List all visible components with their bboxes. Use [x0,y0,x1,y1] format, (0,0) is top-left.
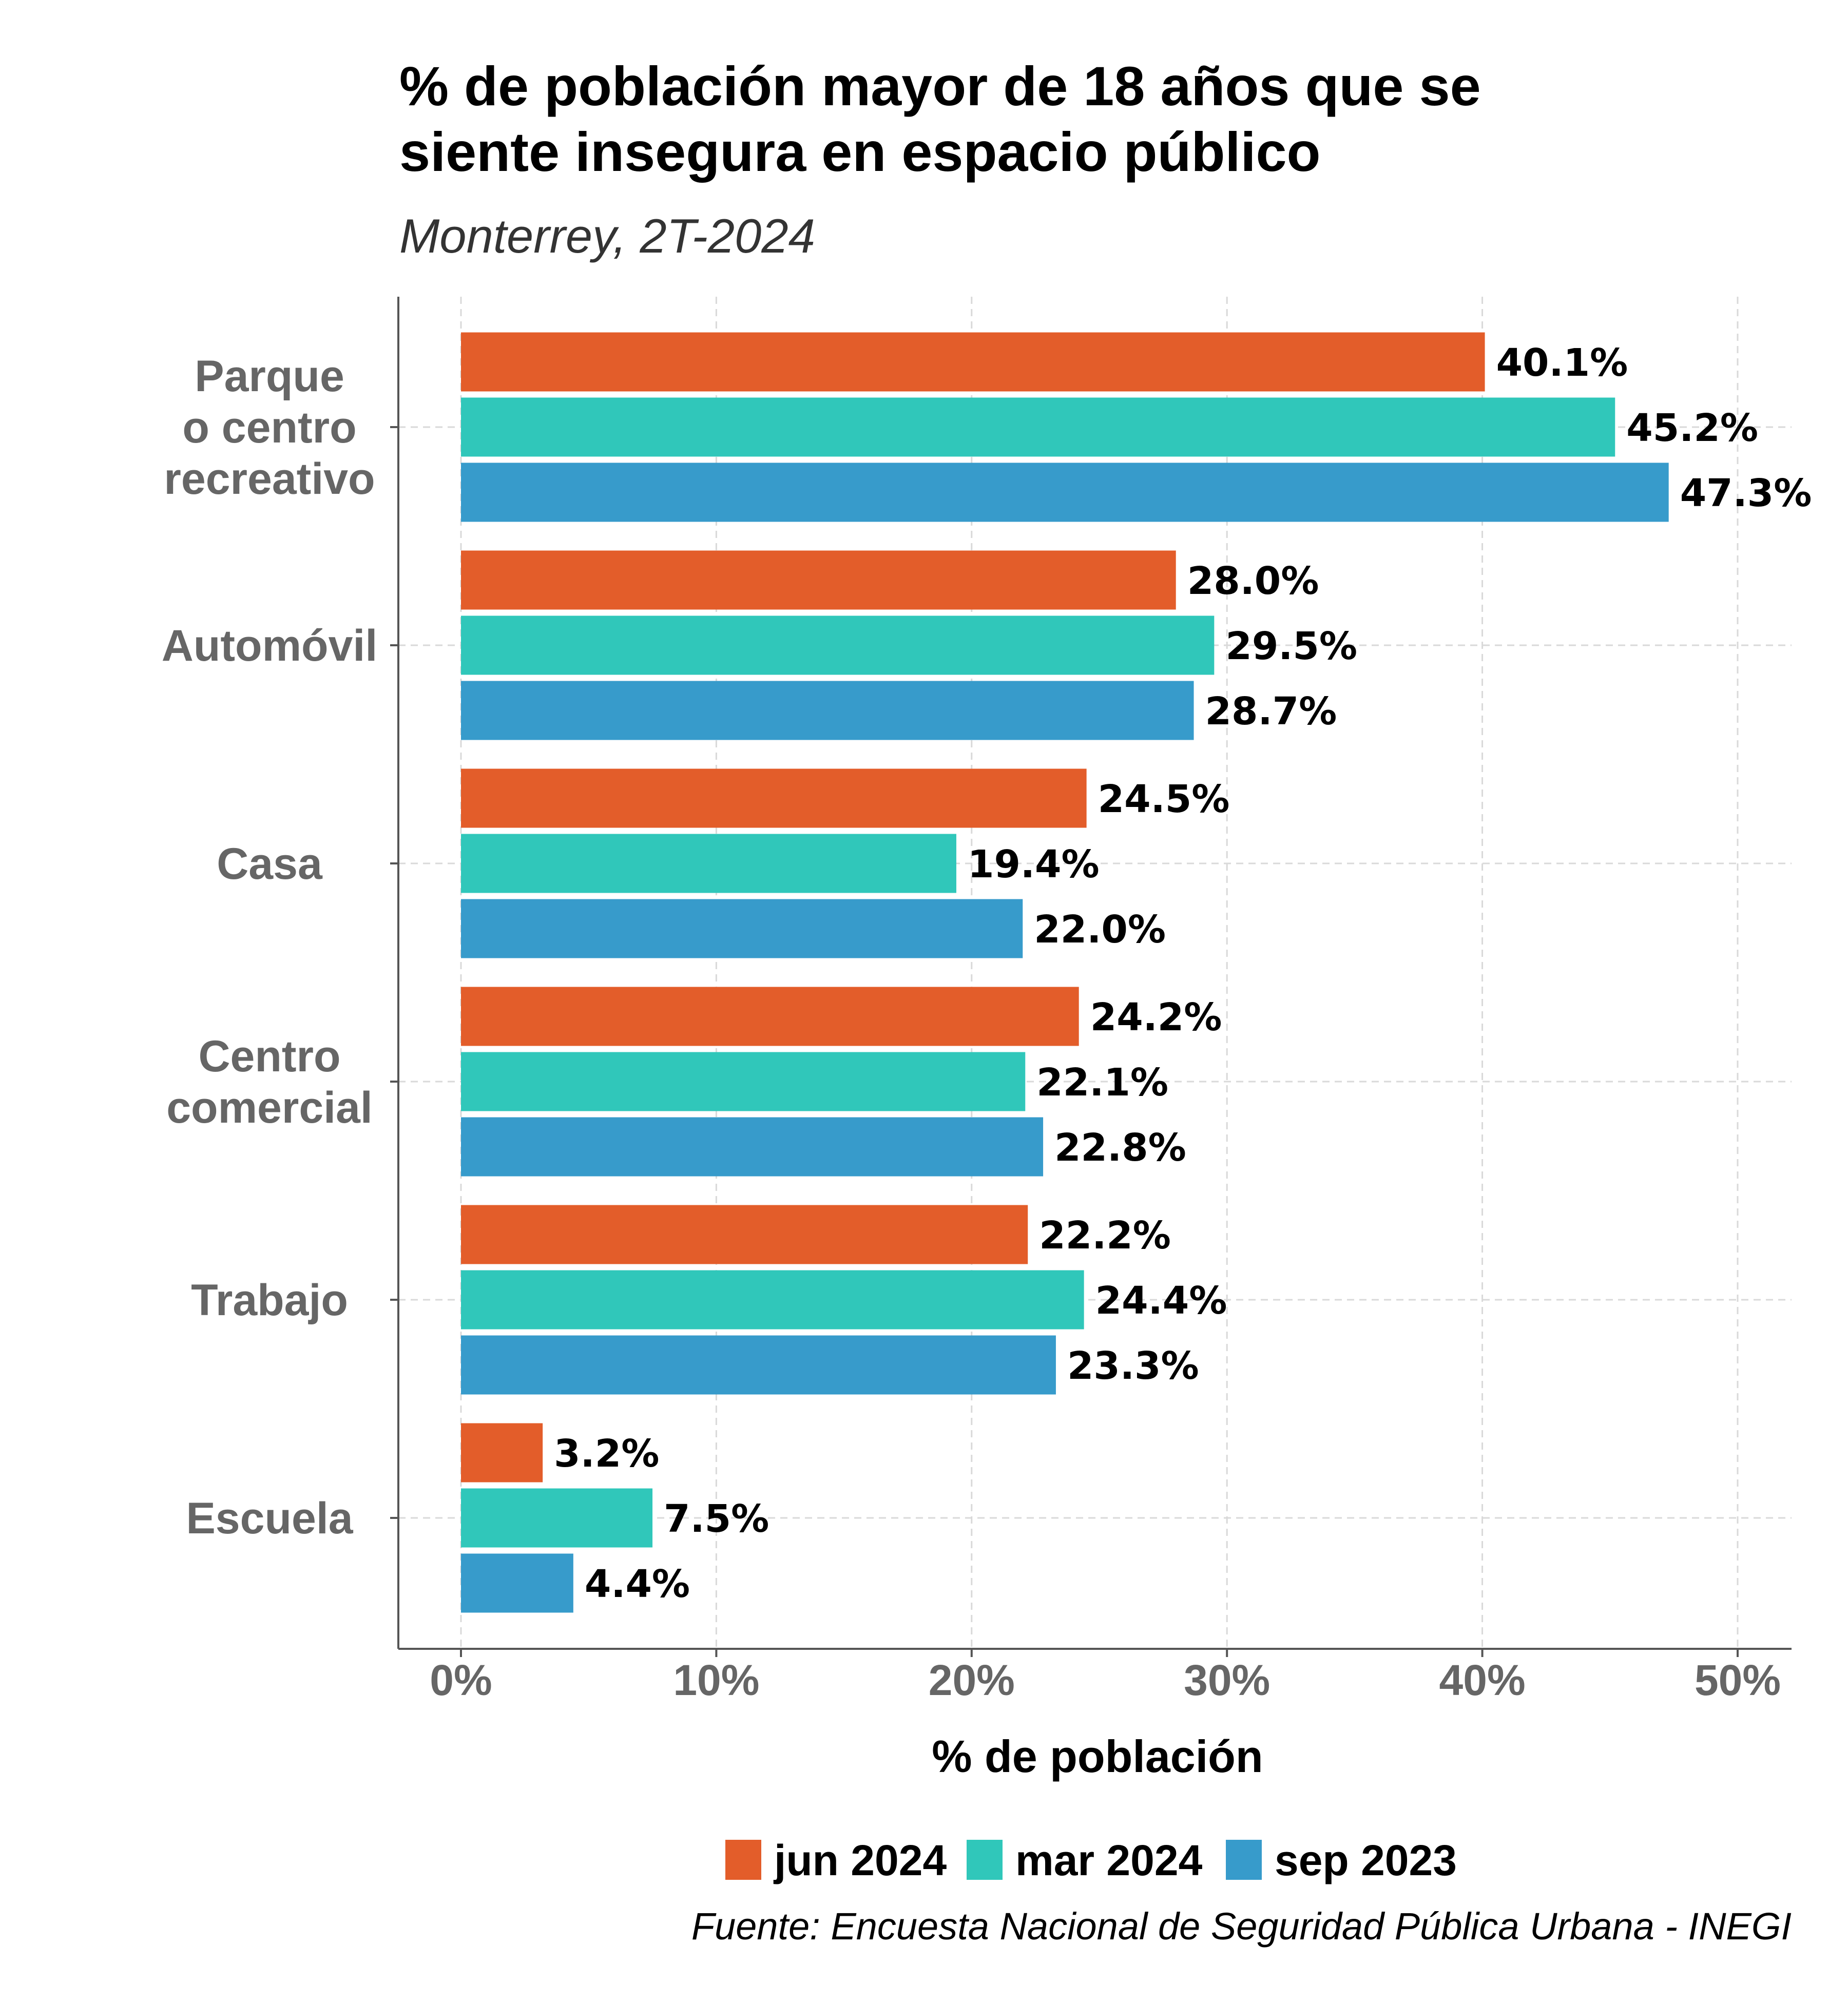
category-label: Casa [217,839,323,889]
data-label: 29.5% [1225,624,1357,668]
legend-label: sep 2023 [1275,1836,1457,1884]
bar [461,1488,653,1548]
x-tick-labels: 0% 10% 20% 30% 40% 50% [430,1656,1781,1704]
data-labels: 40.1% 28.0% 24.5% 24.2% 22.2% 3.2% 45.2% 29.5% 1… [554,341,1812,1606]
legend: jun 2024 mar 2024 sep 2023 [725,1836,1457,1884]
category-label: Centro [198,1032,340,1081]
data-label: 19.4% [968,842,1100,887]
x-axis-label: % de población [932,1731,1263,1782]
data-label: 23.3% [1067,1344,1199,1388]
data-label: 28.0% [1187,559,1319,603]
bar [461,768,1087,828]
data-label: 24.2% [1090,995,1222,1040]
data-label: 22.8% [1054,1126,1186,1170]
chart-title-line: % de población mayor de 18 años que se [399,55,1481,117]
category-label: Parque [195,352,344,401]
data-label: 22.1% [1036,1061,1168,1105]
data-label: 24.5% [1098,777,1230,821]
bar [461,834,956,893]
x-tick-label: 10% [673,1656,759,1704]
x-tick-label: 20% [929,1656,1015,1704]
bar [461,1117,1044,1177]
axes [390,297,1792,1657]
bar [461,1270,1084,1330]
legend-item: jun 2024 [725,1836,947,1884]
bar [461,463,1669,522]
x-tick-label: 30% [1184,1656,1270,1704]
chart-subtitle: Monterrey, 2T-2024 [399,209,815,263]
category-label: o centro [182,403,356,452]
x-tick-label: 40% [1439,1656,1526,1704]
legend-label: jun 2024 [773,1836,947,1884]
x-tick-label: 0% [430,1656,492,1704]
legend-label: mar 2024 [1015,1836,1203,1884]
category-label: comercial [166,1083,373,1132]
data-label: 4.4% [585,1562,690,1606]
data-label: 40.1% [1496,341,1628,385]
data-label: 3.2% [554,1432,659,1476]
legend-item: mar 2024 [967,1836,1203,1884]
bar [461,1335,1056,1395]
chart-title-line: siente insegura en espacio público [399,121,1321,183]
category-label: Escuela [186,1494,353,1543]
data-label: 22.0% [1034,908,1166,952]
bar [461,1553,573,1613]
bar [461,1205,1028,1264]
data-label: 24.4% [1095,1279,1227,1323]
data-label: 47.3% [1680,471,1812,515]
bar [461,899,1023,958]
bar [461,987,1079,1046]
data-label: 7.5% [664,1497,769,1541]
bar [461,681,1194,740]
bar [461,615,1215,675]
category-label: Automóvil [162,621,377,670]
legend-swatch [725,1840,761,1880]
bar [461,1423,543,1483]
bar [461,550,1176,610]
data-label: 45.2% [1626,406,1758,450]
source-note: Fuente: Encuesta Nacional de Seguridad P… [691,1905,1792,1948]
bar [461,1052,1026,1111]
x-tick-label: 50% [1695,1656,1781,1704]
data-label: 28.7% [1205,689,1337,734]
chart-title: % de población mayor de 18 años que sesi… [399,55,1481,183]
bar [461,397,1615,457]
bar [461,332,1485,392]
data-label: 22.2% [1039,1214,1171,1258]
legend-swatch [1226,1840,1262,1880]
bars [461,332,1669,1613]
legend-swatch [967,1840,1003,1880]
category-label: recreativo [164,454,375,504]
category-label: Trabajo [191,1276,348,1325]
legend-item: sep 2023 [1226,1836,1457,1884]
